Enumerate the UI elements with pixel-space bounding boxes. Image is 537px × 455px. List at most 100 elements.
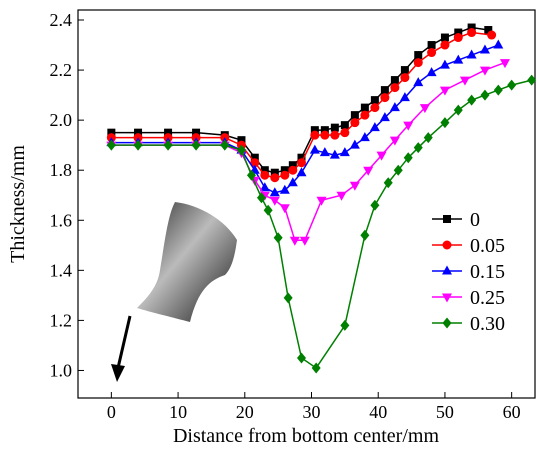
marker <box>360 110 370 120</box>
marker <box>413 58 423 68</box>
marker <box>269 196 280 206</box>
x-tick-label: 0 <box>107 402 116 422</box>
marker <box>220 139 230 151</box>
marker <box>480 89 490 101</box>
marker <box>350 118 360 128</box>
marker <box>256 192 266 204</box>
marker <box>443 215 451 223</box>
series-line <box>111 79 532 370</box>
marker <box>380 86 389 95</box>
marker <box>107 128 116 137</box>
marker <box>349 181 360 191</box>
marker <box>320 130 330 140</box>
marker <box>363 166 374 176</box>
marker <box>279 204 290 214</box>
legend-label: 0.05 <box>470 235 505 257</box>
marker <box>440 33 449 42</box>
marker <box>319 147 330 157</box>
y-tick-label: 2.4 <box>50 10 73 30</box>
marker <box>389 102 400 112</box>
marker <box>403 121 414 131</box>
marker <box>236 144 246 156</box>
y-axis-label: Thickness/mm <box>7 145 29 263</box>
marker <box>493 39 504 49</box>
marker <box>453 104 463 116</box>
marker <box>340 121 349 130</box>
marker <box>310 126 319 135</box>
marker <box>403 152 413 164</box>
marker <box>296 352 306 364</box>
marker <box>259 182 270 192</box>
marker <box>237 136 246 145</box>
marker <box>288 161 297 170</box>
marker <box>350 111 359 120</box>
marker <box>442 317 452 329</box>
marker <box>426 67 437 77</box>
marker <box>383 177 393 189</box>
marker <box>360 103 369 112</box>
y-tick-label: 1.4 <box>50 260 73 280</box>
marker <box>459 76 470 86</box>
series-line <box>111 44 499 194</box>
marker <box>427 48 437 58</box>
marker <box>400 66 409 75</box>
marker <box>163 139 173 151</box>
marker <box>467 28 477 38</box>
marker <box>283 292 293 304</box>
inset-image <box>111 202 237 382</box>
marker <box>134 128 143 137</box>
marker <box>453 33 463 43</box>
series-line <box>111 26 489 174</box>
marker <box>270 168 279 177</box>
marker <box>419 104 430 114</box>
marker <box>250 158 260 168</box>
marker <box>442 293 452 303</box>
marker <box>390 76 399 85</box>
marker <box>499 59 510 69</box>
marker <box>273 232 283 244</box>
marker <box>133 139 143 151</box>
marker <box>280 166 289 175</box>
marker <box>191 139 201 151</box>
marker <box>270 173 280 183</box>
x-tick-label: 10 <box>169 402 187 422</box>
marker <box>106 139 116 151</box>
marker <box>440 40 450 50</box>
marker <box>400 73 410 83</box>
marker <box>439 59 450 69</box>
marker <box>479 44 490 54</box>
marker <box>260 166 269 175</box>
marker <box>340 319 350 331</box>
legend-label: 0.25 <box>470 287 505 309</box>
marker <box>454 28 463 37</box>
x-tick-label: 30 <box>303 402 321 422</box>
marker <box>414 51 423 60</box>
legend-label: 0.15 <box>470 261 505 283</box>
marker <box>479 66 490 76</box>
marker <box>484 26 493 35</box>
marker <box>359 132 370 142</box>
x-axis-label: Distance from bottom center/mm <box>173 425 439 447</box>
marker <box>329 149 340 159</box>
marker <box>260 170 270 180</box>
y-tick-label: 1.8 <box>50 160 73 180</box>
marker <box>413 77 424 87</box>
marker <box>330 123 339 132</box>
legend-label: 0.30 <box>470 313 505 335</box>
marker <box>336 191 347 201</box>
series-line <box>111 31 492 179</box>
marker <box>339 147 350 157</box>
marker <box>527 74 537 86</box>
marker <box>340 128 350 138</box>
x-tick-label: 20 <box>236 402 254 422</box>
plot-frame <box>77 9 536 399</box>
marker <box>390 83 400 93</box>
marker <box>507 79 517 91</box>
marker <box>250 153 259 162</box>
y-tick-label: 2.0 <box>50 110 73 130</box>
marker <box>467 94 477 106</box>
marker <box>349 139 360 149</box>
y-tick-label: 2.2 <box>50 60 73 80</box>
x-tick-label: 50 <box>436 402 454 422</box>
marker <box>380 93 390 103</box>
